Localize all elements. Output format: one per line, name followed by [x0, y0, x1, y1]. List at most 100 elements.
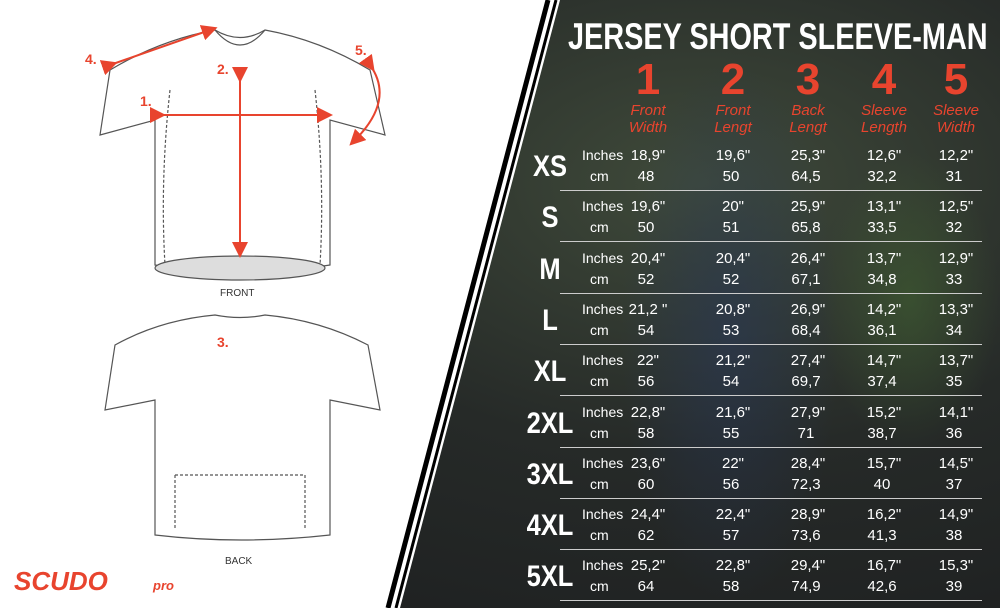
- cm-value: 51: [722, 219, 740, 237]
- inches-value: 20,4": [630, 249, 666, 267]
- cm-value: 52: [722, 270, 740, 288]
- background-photo-grass: [820, 150, 1000, 450]
- inches-value: 28,9": [790, 506, 826, 524]
- cm-value: 33,5: [867, 219, 897, 237]
- unit-label: Inches: [582, 147, 624, 163]
- size-row-l: L Inches cm 21,2 " 54 20,8" 53 26,9" 68,4 14,2"…: [520, 296, 990, 347]
- cm-value: 57: [722, 527, 740, 545]
- column-number: 3: [795, 55, 821, 104]
- cm-value: 35: [945, 373, 963, 391]
- inches-value: 21,2": [715, 352, 751, 370]
- size-label: M: [539, 252, 561, 286]
- cm-value: 55: [722, 424, 740, 442]
- inches-value: 13,7": [866, 249, 902, 267]
- marker-5: 5.: [355, 42, 367, 58]
- inches-value: 15,2": [866, 403, 902, 421]
- cm-value: 53: [722, 321, 740, 339]
- cm-value: 65,8: [791, 219, 821, 237]
- size-label: 3XL: [526, 457, 574, 491]
- inches-value: 14,5": [938, 454, 974, 472]
- inches-value: 19,6": [630, 198, 666, 216]
- inches-value: 20,4": [715, 249, 751, 267]
- cm-value: 56: [637, 373, 655, 391]
- cm-value: 41,3: [867, 527, 897, 545]
- column-label: Sleeve: [861, 102, 907, 119]
- inches-value: 18,9": [630, 147, 666, 164]
- inches-value: 24,4": [630, 506, 666, 524]
- column-label: Sleeve: [933, 102, 979, 119]
- unit-label: cm: [590, 373, 609, 390]
- column-header-4: 4 Sleeve Length: [849, 55, 919, 137]
- cm-value: 38: [945, 527, 963, 545]
- unit-label: cm: [590, 270, 609, 287]
- inches-value: 12,9": [938, 249, 974, 267]
- cm-value: 62: [637, 527, 655, 545]
- cm-value: 68,4: [791, 321, 821, 339]
- size-label: L: [542, 303, 558, 337]
- chart-title: JERSEY SHORT SLEEVE-MAN: [568, 16, 988, 57]
- inches-value: 14,2": [866, 300, 902, 318]
- inches-value: 14,7": [866, 352, 902, 370]
- cm-value: 37: [945, 475, 963, 493]
- inches-value: 29,4": [790, 557, 826, 575]
- inches-value: 13,3": [938, 300, 974, 318]
- background-photo: [620, 60, 840, 608]
- cm-value: 58: [637, 424, 655, 442]
- brand-name: SCUDO: [14, 566, 108, 596]
- inches-value: 16,7": [866, 557, 902, 575]
- inches-value: 22,4": [715, 506, 751, 524]
- unit-label: Inches: [582, 249, 624, 266]
- cm-value: 32,2: [867, 168, 897, 185]
- inches-value: 15,3": [938, 557, 974, 575]
- column-label: Front: [715, 102, 751, 119]
- size-row-xl: XL Inches cm 22" 56 21,2" 54 27,4" 69,7 14,7" 37…: [520, 347, 990, 398]
- inches-value: 20,8": [715, 300, 751, 318]
- unit-label: cm: [590, 578, 609, 595]
- cm-value: 42,6: [867, 578, 897, 596]
- column-header-1: 1 Front Width: [613, 58, 683, 137]
- inches-value: 23,6": [630, 454, 666, 472]
- cm-value: 36,1: [867, 321, 897, 339]
- row-divider: [560, 343, 982, 345]
- unit-label: Inches: [582, 506, 624, 523]
- size-label: XS: [532, 150, 568, 183]
- inches-value: 21,6": [715, 403, 751, 421]
- size-row-2xl: 2XL Inches cm 22,8" 58 21,6" 55 27,9" 71 15,2" 3…: [520, 399, 990, 450]
- unit-label: Inches: [582, 403, 624, 420]
- cm-value: 39: [945, 578, 963, 596]
- unit-label: Inches: [582, 198, 624, 215]
- front-jersey: [99, 29, 386, 281]
- cm-value: 34: [945, 321, 963, 339]
- row-divider: [560, 446, 982, 448]
- cm-value: 52: [637, 270, 655, 288]
- brand-logo: SCUDO pro: [14, 566, 174, 596]
- column-number: 5: [943, 55, 969, 104]
- column-number: 4: [871, 55, 897, 104]
- unit-label: cm: [590, 168, 609, 184]
- front-label: FRONT: [220, 288, 254, 299]
- unit-label: Inches: [582, 300, 624, 317]
- cm-value: 38,7: [867, 424, 897, 442]
- marker-1: 1.: [140, 93, 152, 109]
- unit-label: cm: [590, 527, 609, 544]
- cm-value: 64,5: [791, 168, 821, 185]
- cm-value: 73,6: [791, 527, 821, 545]
- cm-value: 40: [873, 475, 891, 493]
- column-number: 2: [720, 55, 746, 104]
- cm-value: 56: [722, 475, 740, 493]
- inches-value: 27,4": [790, 352, 826, 370]
- column-label: Lengt: [789, 119, 827, 136]
- inches-value: 25,2": [630, 557, 666, 575]
- brand-suffix: pro: [152, 578, 174, 593]
- column-label: Back: [791, 102, 825, 119]
- back-jersey: [104, 314, 381, 541]
- jersey-illustration: 1. 2. 3. 4. 5. FRONT BACK SCUDO pro: [14, 0, 558, 609]
- cm-value: 37,4: [867, 373, 897, 391]
- cm-value: 58: [722, 578, 740, 596]
- size-row-s: S Inches cm 19,6" 50 20" 51 25,9" 65,8 13,1" 33,…: [520, 193, 990, 244]
- marker-2: 2.: [217, 61, 229, 77]
- column-label: Front: [630, 102, 666, 119]
- size-label: XL: [533, 355, 567, 389]
